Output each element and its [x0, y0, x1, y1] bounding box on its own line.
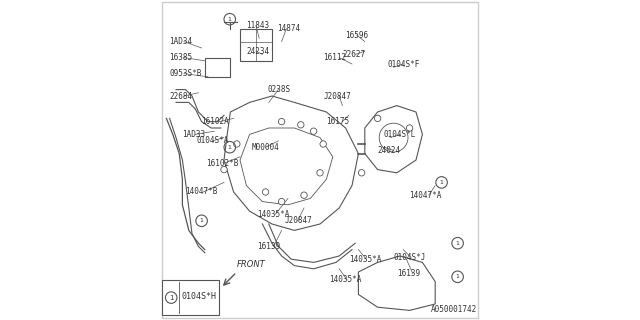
Text: 0104S*A: 0104S*A [197, 136, 229, 145]
Text: 0104S*H: 0104S*H [182, 292, 217, 301]
Text: 22684: 22684 [170, 92, 193, 100]
Text: 16596: 16596 [346, 31, 369, 40]
Text: A050001742: A050001742 [431, 305, 477, 314]
Text: 0953S*B: 0953S*B [170, 69, 202, 78]
Circle shape [406, 125, 413, 131]
Text: 16102*B: 16102*B [206, 159, 239, 168]
Text: 22627: 22627 [342, 50, 365, 59]
Text: 16175: 16175 [326, 117, 349, 126]
Text: 16139: 16139 [397, 269, 420, 278]
Text: 1: 1 [228, 145, 232, 150]
Text: 1: 1 [228, 17, 232, 22]
Circle shape [262, 189, 269, 195]
Text: 0238S: 0238S [268, 85, 291, 94]
Text: J20847: J20847 [323, 92, 351, 100]
Text: 1: 1 [440, 180, 444, 185]
Text: FRONT: FRONT [237, 260, 266, 269]
Circle shape [221, 166, 227, 173]
Text: 14035*A: 14035*A [258, 210, 290, 219]
Text: 1: 1 [200, 218, 204, 223]
FancyBboxPatch shape [161, 280, 219, 315]
Text: 16139: 16139 [258, 242, 281, 251]
Text: 14874: 14874 [277, 24, 300, 33]
Text: 0104S*J: 0104S*J [394, 253, 426, 262]
Circle shape [301, 192, 307, 198]
Text: 14047*A: 14047*A [410, 191, 442, 200]
Text: M00004: M00004 [251, 143, 279, 152]
Text: 11843: 11843 [246, 21, 269, 30]
Circle shape [358, 170, 365, 176]
Text: 14035*A: 14035*A [349, 255, 381, 264]
Text: 1: 1 [456, 241, 460, 246]
Text: 16112: 16112 [323, 53, 346, 62]
Text: 1AD34: 1AD34 [170, 37, 193, 46]
Text: 0104S*F: 0104S*F [387, 60, 420, 68]
Text: 1AD33: 1AD33 [182, 130, 205, 139]
Circle shape [278, 198, 285, 205]
Text: J20847: J20847 [285, 216, 312, 225]
Text: 24234: 24234 [246, 47, 269, 56]
Text: 1: 1 [456, 274, 460, 279]
Circle shape [374, 115, 381, 122]
Text: 0104S*L: 0104S*L [384, 130, 417, 139]
Text: 16385: 16385 [170, 53, 193, 62]
Circle shape [310, 128, 317, 134]
Text: 16102A: 16102A [202, 117, 229, 126]
Text: 24024: 24024 [378, 146, 401, 155]
Text: 14047*B: 14047*B [186, 188, 218, 196]
Text: 1: 1 [169, 295, 173, 300]
Circle shape [320, 141, 326, 147]
Bar [240, 29, 272, 61]
Circle shape [234, 141, 240, 147]
Text: 14035*A: 14035*A [330, 276, 362, 284]
Circle shape [278, 118, 285, 125]
Circle shape [317, 170, 323, 176]
Circle shape [298, 122, 304, 128]
